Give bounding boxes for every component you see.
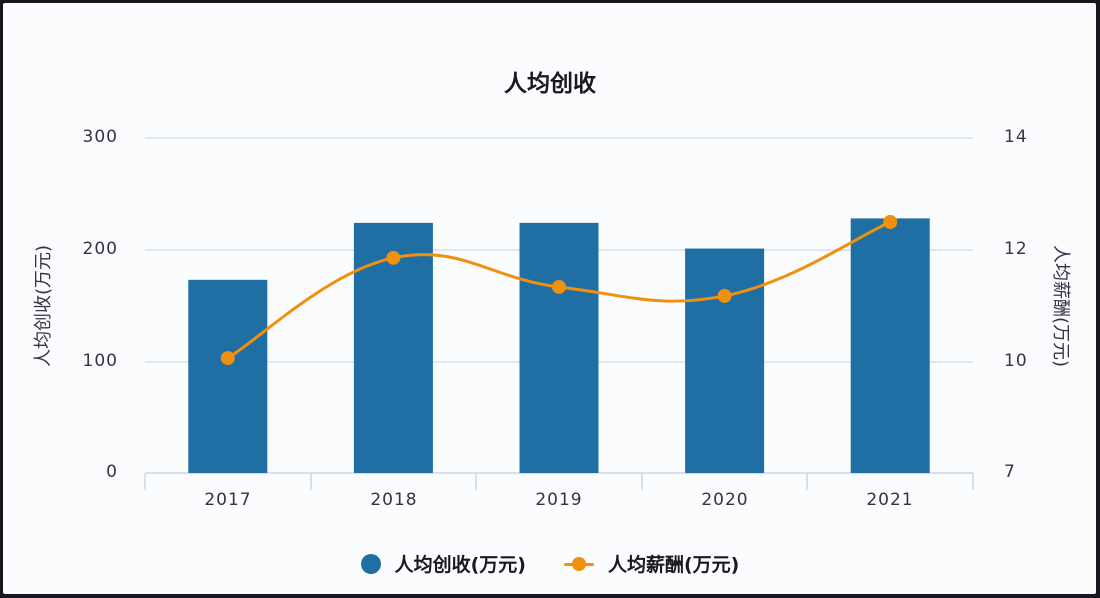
point-2019[interactable] bbox=[552, 279, 566, 294]
line-marker-icon bbox=[564, 556, 594, 571]
legend-item-salary[interactable]: 人均薪酬(万元) bbox=[564, 550, 739, 577]
legend: 人均创收(万元) 人均薪酬(万元) bbox=[0, 550, 1100, 577]
bar-2020[interactable] bbox=[685, 248, 765, 473]
legend-label: 人均薪酬(万元) bbox=[608, 554, 740, 576]
x-axis bbox=[144, 472, 974, 490]
x-tick-2020: 2020 bbox=[701, 490, 749, 510]
circle-marker-icon bbox=[360, 553, 381, 574]
left-tick-0: 0 bbox=[106, 462, 118, 482]
point-2018[interactable] bbox=[386, 250, 401, 265]
chart-title: 人均创收 bbox=[504, 71, 596, 97]
legend-item-revenue[interactable]: 人均创收(万元) bbox=[360, 550, 526, 577]
x-tick-2018: 2018 bbox=[370, 490, 418, 510]
point-2017[interactable] bbox=[220, 351, 235, 366]
right-tick-10: 10 bbox=[1004, 351, 1028, 371]
left-tick-100: 100 bbox=[82, 351, 118, 371]
legend-label: 人均创收(万元) bbox=[394, 554, 526, 576]
right-tick-7: 7 bbox=[1004, 462, 1016, 482]
bar-2021[interactable] bbox=[850, 218, 930, 473]
bar-2017[interactable] bbox=[188, 279, 268, 473]
right-tick-14: 14 bbox=[1004, 127, 1028, 147]
line-points bbox=[220, 215, 898, 366]
bar-series bbox=[188, 218, 930, 473]
right-tick-12: 12 bbox=[1004, 239, 1028, 259]
x-tick-2021: 2021 bbox=[866, 490, 914, 510]
bar-2019[interactable] bbox=[519, 222, 599, 473]
x-tick-2019: 2019 bbox=[535, 490, 583, 510]
left-tick-200: 200 bbox=[82, 239, 118, 259]
x-tick-2017: 2017 bbox=[204, 490, 252, 510]
point-2021[interactable] bbox=[883, 215, 898, 229]
point-2020[interactable] bbox=[717, 288, 732, 303]
left-tick-300: 300 bbox=[82, 127, 118, 147]
